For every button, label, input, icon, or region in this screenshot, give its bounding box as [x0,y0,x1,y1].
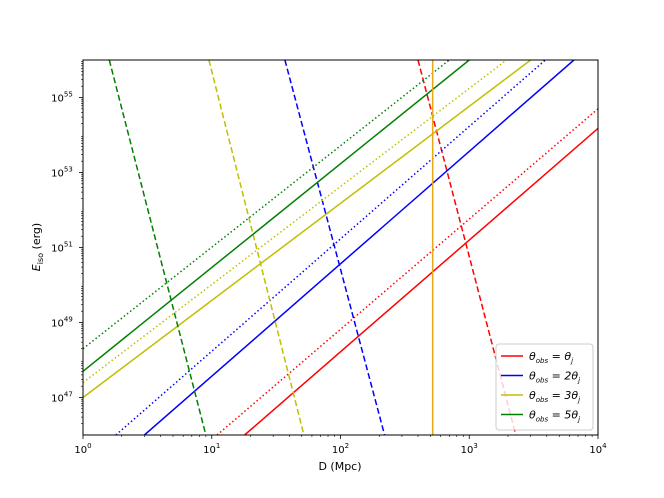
series-line-3 [143,60,575,435]
legend-label: θobs = θj [529,350,573,365]
x-tick-label: 104 [589,442,607,456]
series-line-9 [83,60,470,372]
legend-box [495,343,594,431]
x-axis-label: D (Mpc) [318,460,361,473]
y-tick-label: 1047 [51,391,73,405]
series-line-10 [83,60,450,350]
x-tick-label: 102 [332,442,349,456]
y-tick-label: 1053 [51,166,73,180]
series-line-2 [417,60,517,435]
x-tick-label: 100 [74,442,91,456]
series-line-5 [284,60,386,435]
x-tick-label: 103 [461,442,478,456]
y-axis-label: Eiso (erg) [30,223,45,271]
series-line-8 [208,60,305,435]
series-line-7 [83,60,508,384]
y-tick-label: 1049 [51,316,73,330]
y-tick-label: 1055 [51,91,73,105]
series-line-4 [115,60,546,435]
series-line-6 [83,60,532,399]
legend-label: θobs = 2θj [529,370,580,385]
series-line-11 [108,60,207,435]
series-line-0 [244,127,598,435]
x-tick-label: 101 [203,442,220,456]
y-tick-label: 1051 [51,241,73,255]
legend-label: θobs = 3θj [529,389,580,404]
legend-label: θobs = 5θj [529,409,580,424]
